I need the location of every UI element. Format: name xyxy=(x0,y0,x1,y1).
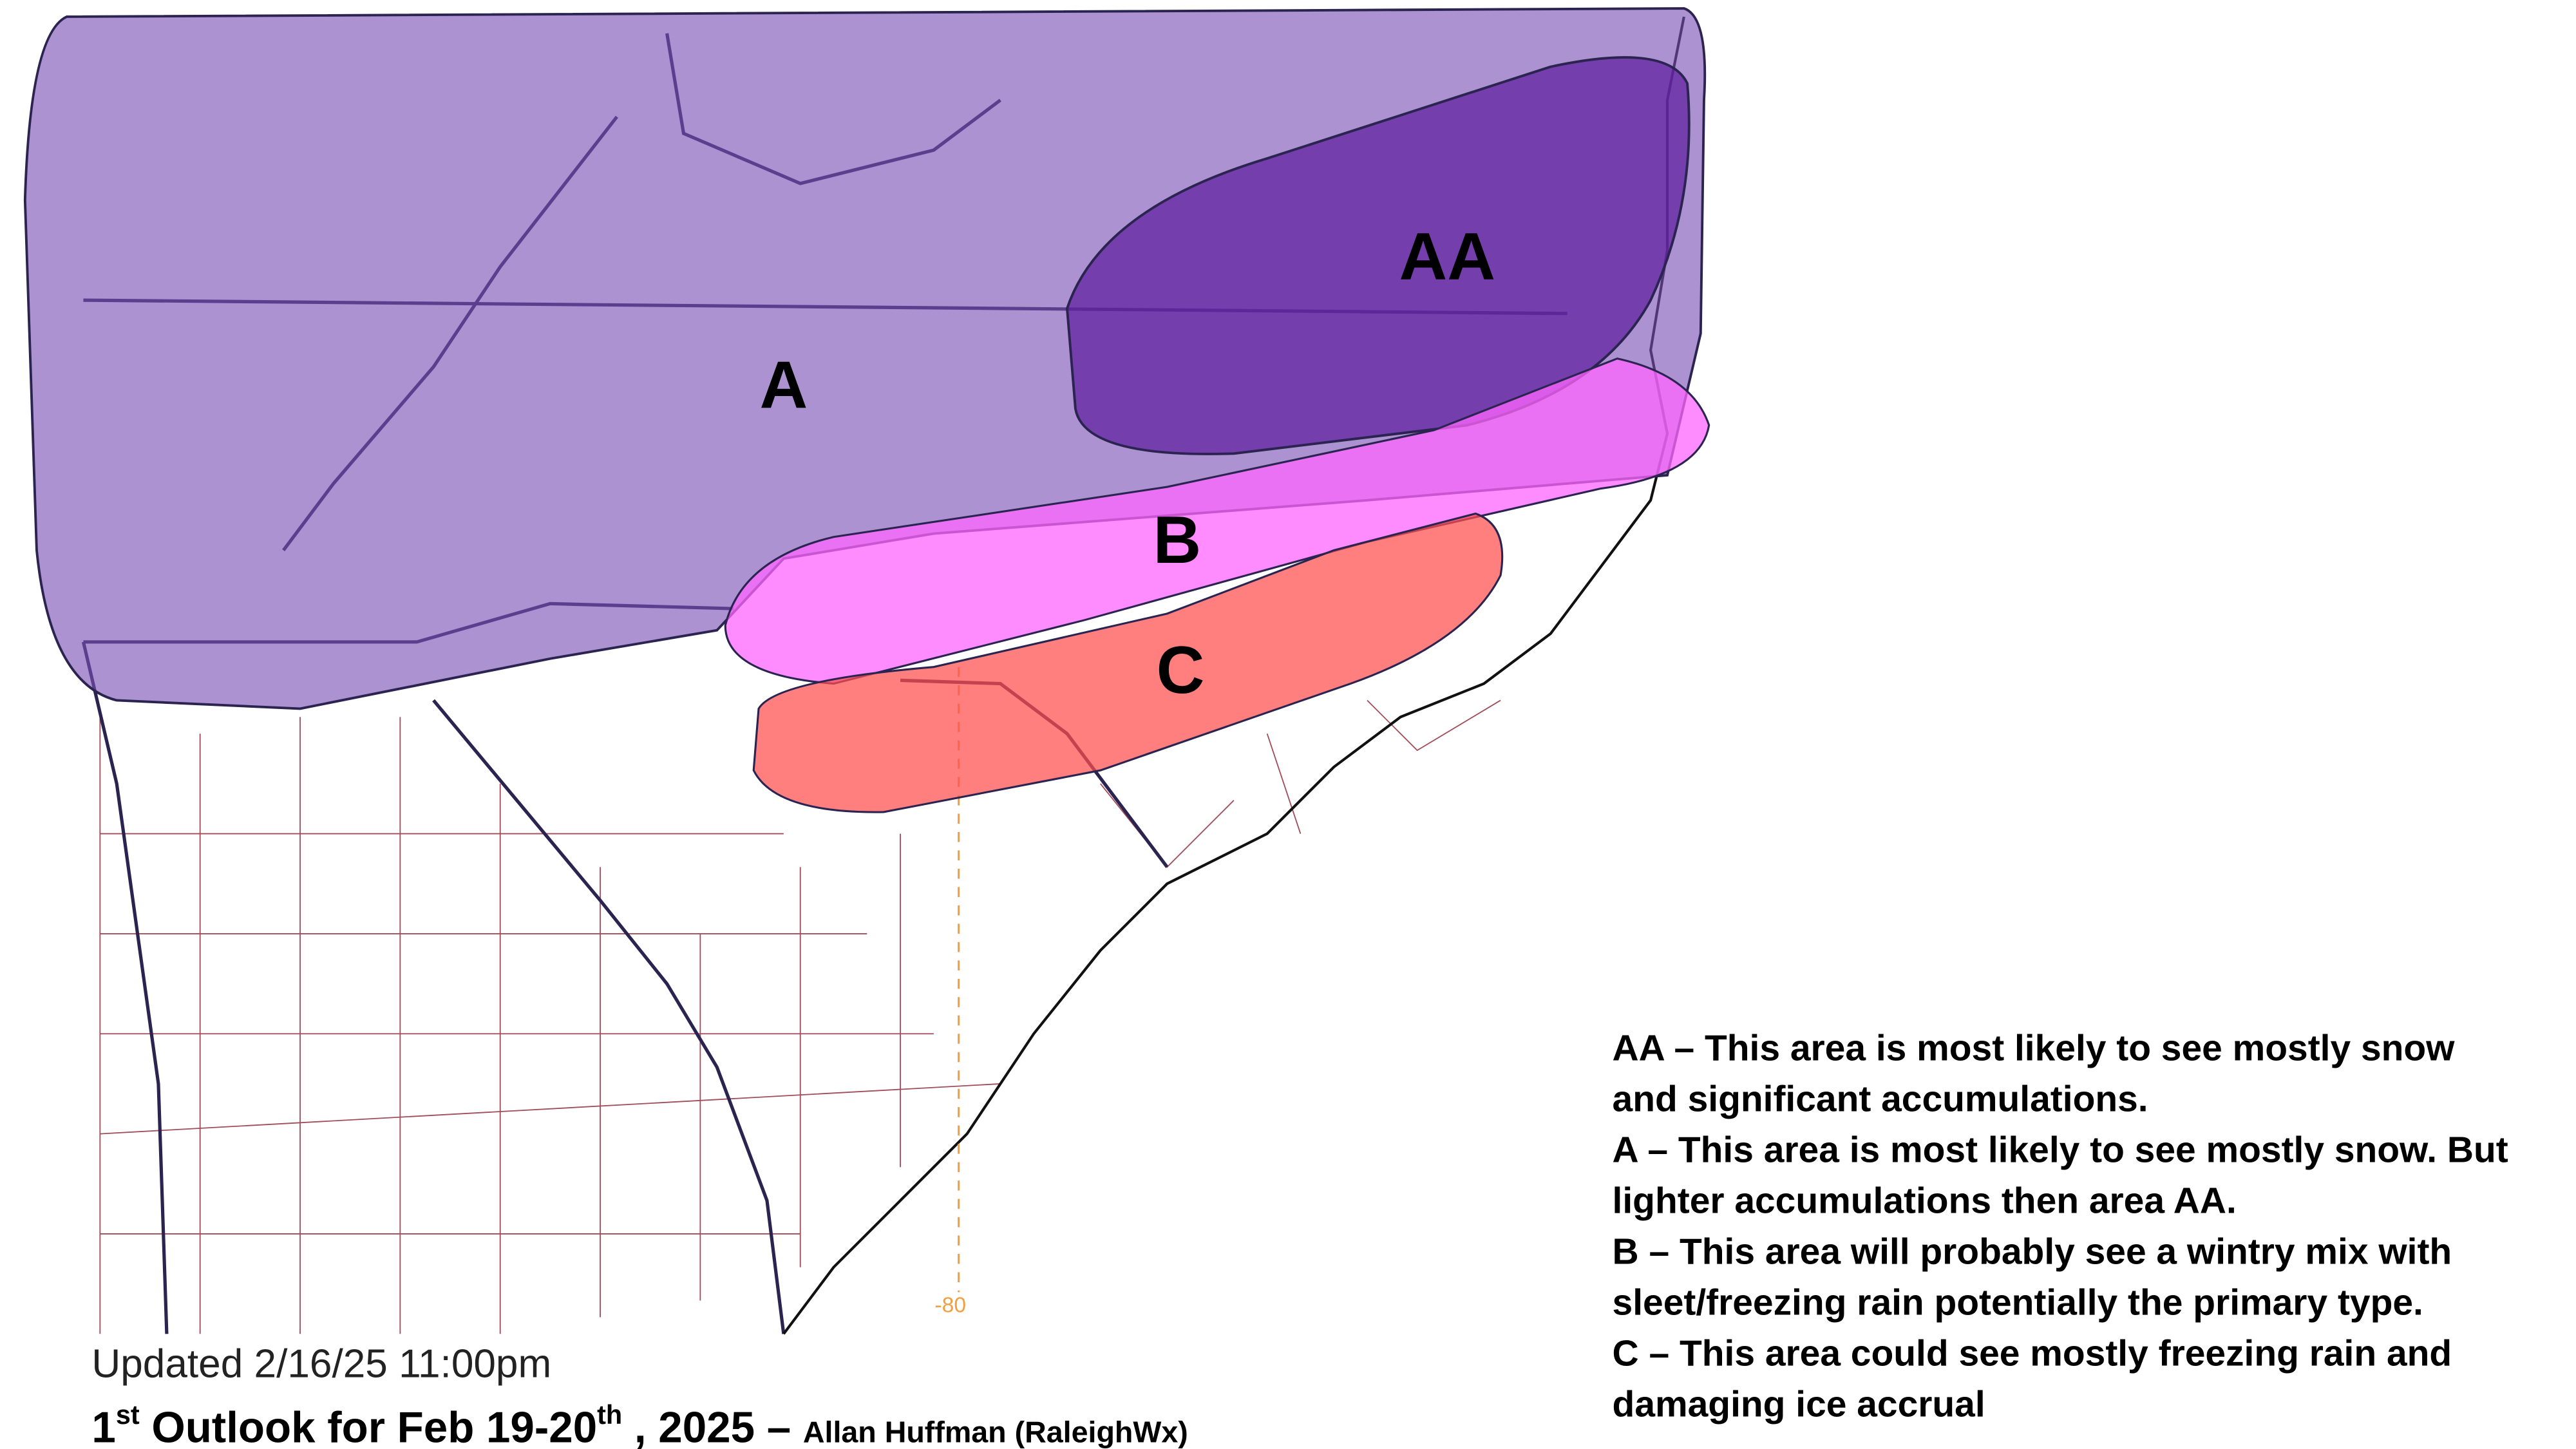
zone-label: C xyxy=(1157,632,1205,707)
title-part: Outlook for Feb 19-20 xyxy=(140,1404,597,1449)
zone-label: AA xyxy=(1399,219,1495,294)
legend-line: A – This area is most likely to see most… xyxy=(1613,1130,2508,1171)
zone-aa xyxy=(1065,56,1690,455)
title-sup: st xyxy=(116,1400,140,1430)
state-border xyxy=(432,699,786,1334)
legend-line: lighter accumulations then area AA. xyxy=(1613,1180,2237,1222)
legend-line: B – This area will probably see a wintry… xyxy=(1613,1231,2452,1273)
zone-label: B xyxy=(1153,502,1201,577)
legend-line: and significant accumulations. xyxy=(1613,1079,2148,1120)
county-lines xyxy=(99,699,1501,1334)
legend-line: sleet/freezing rain potentially the prim… xyxy=(1613,1282,2423,1323)
zone-b xyxy=(724,357,1710,685)
zone-label: A xyxy=(759,347,808,422)
legend: AA – This area is most likely to see mos… xyxy=(1613,1028,2508,1425)
title-part: 1 xyxy=(91,1404,115,1449)
zone-c xyxy=(752,512,1504,813)
outlook-title: 1st Outlook for Feb 19-20th , 2025 – All… xyxy=(91,1400,1188,1449)
updated-text: Updated 2/16/25 11:00pm xyxy=(91,1342,551,1387)
longitude-label: -80 xyxy=(934,1294,966,1318)
title-sup: th xyxy=(597,1400,622,1430)
state-border xyxy=(81,641,169,1334)
county-grid xyxy=(99,717,1001,1334)
legend-line: C – This area could see mostly freezing … xyxy=(1613,1332,2452,1374)
title-part: , 2025 – xyxy=(622,1404,803,1449)
title-author: Allan Huffman (RaleighWx) xyxy=(803,1416,1188,1449)
legend-line: damaging ice accrual xyxy=(1613,1383,1985,1425)
legend-line: AA – This area is most likely to see mos… xyxy=(1613,1028,2456,1069)
